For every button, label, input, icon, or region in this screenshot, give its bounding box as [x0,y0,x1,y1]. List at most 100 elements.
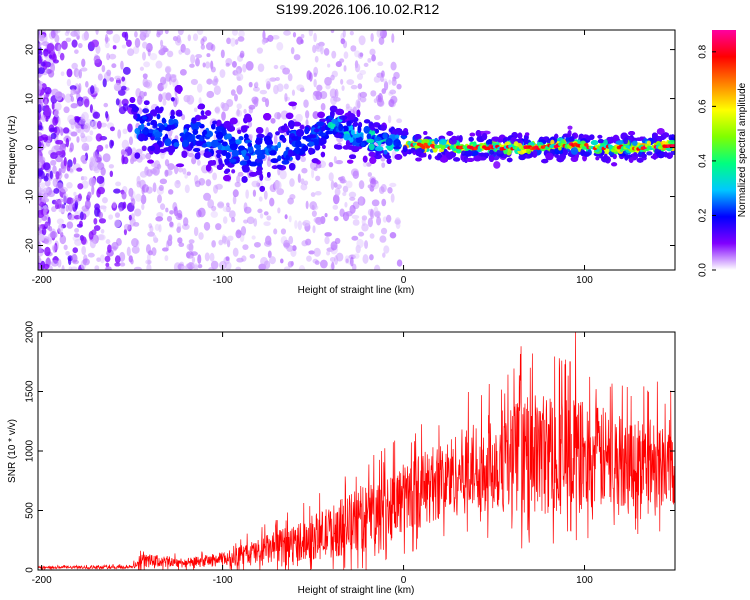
spectrogram-cell [95,133,103,142]
spectrogram-cell [615,140,624,145]
spectrogram-cell [55,171,60,180]
spectrogram-cell [97,162,105,170]
spectrogram-cell [156,113,161,120]
spectrogram-cell [284,214,288,220]
x-tick-label: 0 [401,575,407,586]
spectrogram-cell [325,84,331,90]
spectrogram-cell [396,259,403,267]
spectrogram-cell [176,35,181,44]
spectrogram-cell [96,144,104,152]
spectrogram-cell [247,145,254,153]
spectrogram-cell [176,180,181,185]
spectrogram-cell [222,141,228,147]
spectrogram-cell [143,61,151,68]
x-tick-label: 100 [576,275,593,286]
spectrogram-cell [446,154,453,160]
spectrogram-cell [379,31,387,38]
spectrogram-cell [390,61,397,71]
x-tick-label: -200 [32,575,52,586]
spectrogram-cell [231,60,237,68]
spectrogram-cell [417,139,422,144]
spectrogram-cell [231,149,240,157]
spectrogram-cell [103,102,109,108]
spectrogram-cell [336,184,342,190]
spectrogram-cell [297,173,301,184]
spectrogram-cell [393,71,400,80]
spectrogram-cell [324,236,330,245]
spectrogram-cell [360,142,366,147]
spectrogram-cell [76,167,83,172]
spectrogram-cell [326,250,331,256]
spectrogram-cell [191,155,196,160]
spectrogram-cell [74,49,79,54]
spectrogram-cell [357,125,362,134]
spectrogram-cell [62,127,70,134]
spectrogram-cell [134,208,142,217]
spectrogram-cell [229,117,238,125]
spectrogram-cell [192,129,199,135]
spectrogram-cell [232,247,239,257]
spectrogram-cell [159,76,167,85]
spectrogram-cell [114,75,122,80]
spectrogram-cell [82,176,88,181]
spectrogram-cell [481,132,488,141]
spectrogram-cell [287,120,295,129]
spectrogram-cell [41,227,47,236]
spectrogram-cell [106,30,114,35]
spectrogram-cell [42,263,50,270]
spectrogram-cell [371,199,380,207]
spectrogram-cell [240,226,247,236]
spectrogram-cell [63,244,68,251]
spectrogram-cell [169,115,176,120]
spectrogram-cell [108,164,115,169]
spectrogram-cell [363,125,370,134]
spectrogram-cell [263,221,271,227]
spectrogram-cell [93,217,98,225]
y-tick-label: 2000 [25,320,36,343]
spectrogram-cell [65,197,74,205]
spectrogram-cell [120,60,124,70]
spectrogram-cell [38,161,42,169]
spectrogram-cell [56,126,64,133]
spectrogram-cell [390,193,395,203]
spectrogram-cell [98,218,107,224]
spectrogram-cell [597,134,603,139]
spectrogram-cell [38,103,42,114]
spectrogram-cell [243,206,252,214]
spectrogram-cell [77,42,83,49]
spectrogram-cell [156,212,164,218]
spectrogram-cell [204,252,210,262]
spectrogram-cell [71,254,78,263]
spectrogram-cell [352,201,360,210]
spectrogram-cell [200,110,205,116]
spectrogram-cell [475,130,482,137]
spectrogram-cell [570,136,575,142]
spectrogram-cell [352,133,361,138]
spectrogram-cell [89,130,94,136]
spectrogram-cell [601,155,609,163]
spectrogram-cell [174,37,182,46]
spectrogram-cell [102,153,111,163]
spectrogram-cell [334,187,341,196]
spectrogram-cell [160,39,164,47]
spectrogram-cell [294,220,298,229]
spectrogram-cell [236,103,242,110]
spectrogram-cell [72,157,77,165]
spectrogram-cell [331,119,339,125]
spectrogram-cell [289,194,296,200]
spectrogram-cell [66,68,73,78]
spectrogram-cell [178,166,184,173]
spectrogram-cell [186,171,191,176]
y-tick-label: -20 [25,238,36,253]
spectrogram-cell [311,158,319,164]
spectrogram-cell [192,263,199,268]
spectrogram-cell [376,99,385,107]
spectrogram-cell [226,239,231,248]
spectrogram-cell [58,208,66,213]
spectrogram-cell [320,151,326,158]
spectrogram-cell [356,238,364,249]
spectrogram-cell [142,108,150,114]
spectrogram-cell [370,32,374,42]
spectrogram-cell [305,119,309,127]
spectrogram-cell [38,255,41,264]
